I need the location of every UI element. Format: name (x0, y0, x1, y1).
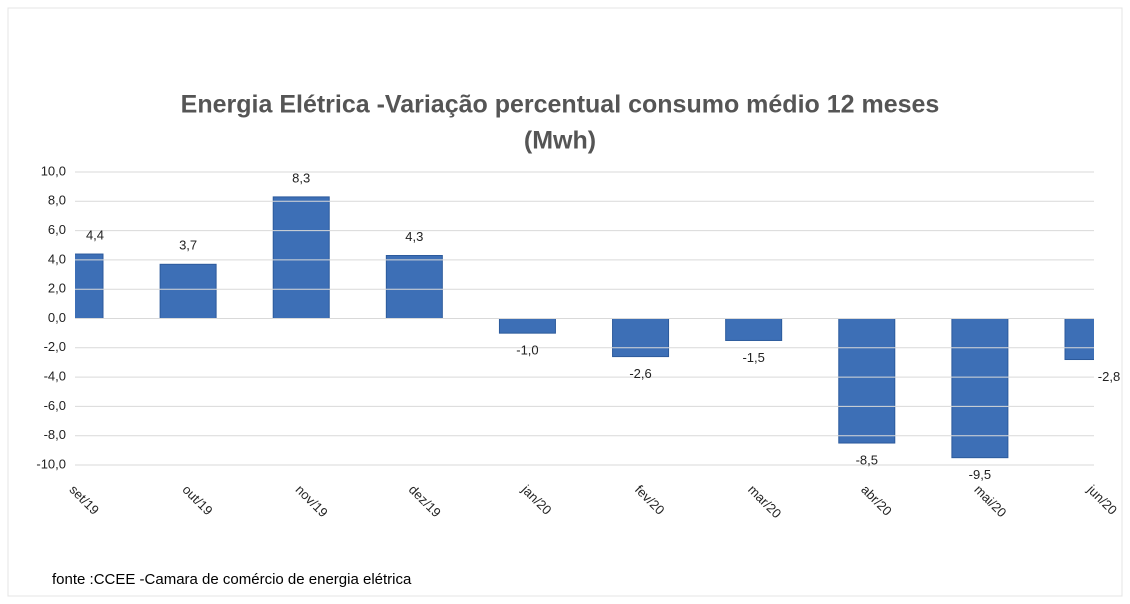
data-label: -9,5 (969, 467, 991, 482)
bar (1064, 318, 1094, 361)
y-tick-label: -2,0 (44, 339, 66, 354)
y-tick-label: 10,0 (41, 163, 66, 178)
bar (951, 318, 1009, 459)
data-label: -8,5 (856, 452, 878, 467)
data-label: -2,6 (629, 366, 651, 381)
bar (385, 255, 443, 320)
y-tick-label: 2,0 (48, 281, 66, 296)
y-tick-label: -6,0 (44, 398, 66, 413)
bar (159, 263, 217, 320)
data-label: -1,5 (742, 350, 764, 365)
bar (75, 253, 104, 319)
y-tick-label: 8,0 (48, 193, 66, 208)
source-note: fonte :CCEE -Camara de comércio de energ… (52, 571, 412, 588)
bar (838, 318, 896, 444)
chart-title: Energia Elétrica -Variação percentual co… (181, 91, 940, 119)
data-label: 4,4 (86, 227, 104, 242)
chart-title: (Mwh) (524, 127, 596, 155)
bar (498, 318, 556, 334)
y-tick-label: 0,0 (48, 310, 66, 325)
data-label: 4,3 (405, 229, 423, 244)
y-tick-label: 6,0 (48, 222, 66, 237)
y-tick-label: -8,0 (44, 427, 66, 442)
y-tick-label: -4,0 (44, 369, 66, 384)
data-label: -1,0 (516, 343, 538, 358)
y-tick-label: 4,0 (48, 251, 66, 266)
plot-area (75, 196, 1094, 459)
bar (725, 318, 783, 341)
bar (272, 196, 330, 319)
data-label: -2,8 (1098, 369, 1120, 384)
data-label: 8,3 (292, 170, 310, 185)
bar (612, 318, 670, 358)
data-label: 3,7 (179, 238, 197, 253)
y-tick-label: -10,0 (36, 456, 66, 471)
